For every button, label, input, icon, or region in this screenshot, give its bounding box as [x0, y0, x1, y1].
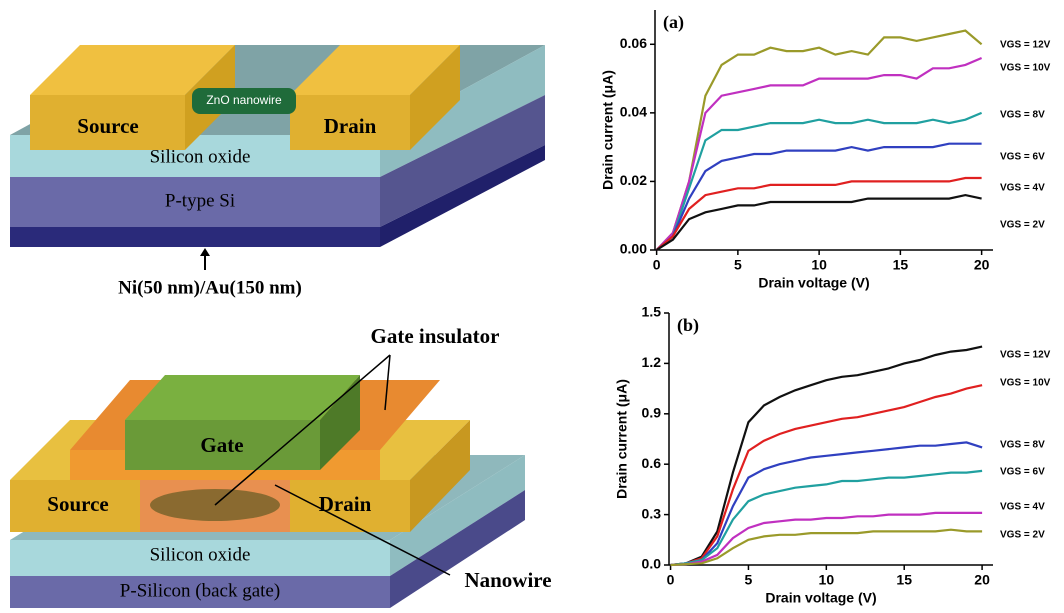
label: Nanowire	[464, 568, 551, 592]
x-tick-label: 20	[974, 572, 990, 588]
x-tick-label: 15	[896, 572, 912, 588]
x-tick-label: 10	[811, 257, 827, 273]
legend-label: VGS = 6V	[1000, 152, 1045, 163]
label: Drain	[319, 492, 372, 516]
y-tick-label: 0.0	[642, 556, 662, 572]
y-tick-label: 0.06	[620, 35, 647, 51]
y-axis-label: Drain current (μA)	[600, 70, 616, 190]
device-top: Source ZnO nanowire Drain Silicon oxide …	[10, 45, 545, 298]
device-bottom: Gate insulator Gate Source Drain Silicon…	[10, 324, 552, 608]
y-tick-label: 0.00	[620, 241, 647, 257]
panel-label: (b)	[677, 315, 699, 336]
y-tick-label: 0.6	[642, 455, 662, 471]
x-axis-label: Drain voltage (V)	[758, 275, 869, 291]
x-tick-label: 5	[734, 257, 742, 273]
legend-label: VGS = 12V	[1000, 40, 1051, 51]
label: Silicon oxide	[150, 544, 251, 565]
label: Gate insulator	[371, 324, 500, 348]
y-tick-label: 0.3	[642, 505, 662, 521]
label: Ni(50 nm)/Au(150 nm)	[118, 277, 302, 298]
gate-top	[125, 375, 360, 420]
y-tick-label: 1.5	[642, 304, 662, 320]
label: Gate	[200, 433, 243, 457]
legend-label: VGS = 10V	[1000, 378, 1051, 389]
legend-label: VGS = 12V	[1000, 350, 1051, 361]
x-tick-label: 5	[745, 572, 753, 588]
y-tick-label: 0.04	[620, 104, 647, 120]
legend-label: VGS = 6V	[1000, 467, 1045, 478]
label: Source	[77, 114, 138, 138]
series-line	[657, 144, 982, 250]
x-axis-label: Drain voltage (V)	[765, 590, 876, 606]
figure: Source ZnO nanowire Drain Silicon oxide …	[0, 0, 1064, 613]
series-line	[657, 58, 982, 250]
legend-label: VGS = 8V	[1000, 110, 1045, 121]
legend-label: VGS = 8V	[1000, 440, 1045, 451]
label: Source	[47, 492, 108, 516]
label: Silicon oxide	[150, 146, 251, 167]
legend-label: VGS = 4V	[1000, 183, 1045, 194]
x-tick-label: 15	[893, 257, 909, 273]
legend-label: VGS = 2V	[1000, 530, 1045, 541]
legend-label: VGS = 4V	[1000, 502, 1045, 513]
label: ZnO nanowire	[206, 93, 282, 107]
y-tick-label: 1.2	[642, 354, 662, 370]
arrow-head	[200, 248, 210, 256]
series-line	[657, 195, 982, 250]
legend-label: VGS = 2V	[1000, 220, 1045, 231]
y-tick-label: 0.9	[642, 405, 662, 421]
label: P-Silicon (back gate)	[120, 580, 280, 601]
x-tick-label: 0	[667, 572, 675, 588]
y-axis-label: Drain current (μA)	[614, 379, 630, 499]
x-tick-label: 0	[653, 257, 661, 273]
x-tick-label: 20	[974, 257, 990, 273]
x-tick-label: 10	[819, 572, 835, 588]
label: P-type Si	[165, 190, 235, 211]
y-tick-label: 0.02	[620, 172, 647, 188]
panel-label: (a)	[663, 12, 684, 33]
series-line	[657, 178, 982, 250]
label: Drain	[324, 114, 377, 138]
back-layer	[10, 227, 380, 247]
legend-label: VGS = 10V	[1000, 63, 1051, 74]
